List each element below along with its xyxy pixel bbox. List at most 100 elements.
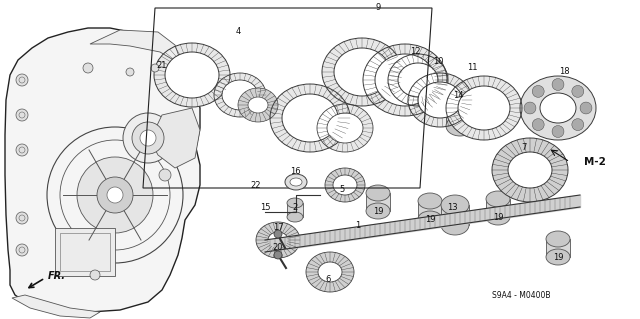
Text: 6: 6 [325,276,331,285]
Circle shape [77,157,153,233]
Text: 4: 4 [236,27,241,36]
Circle shape [572,119,584,130]
Text: 9: 9 [376,4,381,12]
Ellipse shape [287,198,303,208]
Ellipse shape [325,168,365,202]
Ellipse shape [290,178,302,186]
Circle shape [524,102,536,114]
Polygon shape [441,205,469,225]
Circle shape [532,85,544,97]
Ellipse shape [327,113,363,143]
Polygon shape [287,203,303,217]
Ellipse shape [282,94,338,142]
Text: 22: 22 [251,181,261,189]
Ellipse shape [318,262,342,282]
Ellipse shape [317,104,373,152]
Circle shape [107,187,123,203]
Text: 15: 15 [260,204,270,212]
Ellipse shape [306,252,354,292]
Ellipse shape [333,175,357,195]
Polygon shape [366,193,390,211]
Ellipse shape [366,203,390,219]
Text: S9A4 - M0400B: S9A4 - M0400B [492,291,550,300]
Ellipse shape [486,191,510,207]
Circle shape [532,119,544,130]
Circle shape [16,109,28,121]
Ellipse shape [492,138,568,202]
Ellipse shape [322,38,402,106]
Circle shape [552,126,564,137]
Circle shape [274,230,282,238]
Circle shape [132,122,164,154]
Text: 19: 19 [493,213,503,222]
Circle shape [90,270,100,280]
Text: M-2: M-2 [584,157,606,167]
Ellipse shape [446,76,522,140]
Ellipse shape [520,76,596,140]
Text: 19: 19 [553,254,563,263]
Polygon shape [446,104,474,126]
Text: 14: 14 [452,91,463,100]
Bar [60,233,110,271]
Text: FR.: FR. [48,271,66,281]
Ellipse shape [446,94,474,114]
Ellipse shape [418,211,442,227]
Circle shape [97,177,133,213]
Ellipse shape [334,48,390,96]
Ellipse shape [540,93,576,123]
Ellipse shape [268,232,288,248]
Ellipse shape [238,88,278,122]
Circle shape [140,130,156,146]
Circle shape [552,78,564,91]
Ellipse shape [287,212,303,222]
Circle shape [83,63,93,73]
Circle shape [16,144,28,156]
Ellipse shape [508,152,552,188]
Circle shape [159,169,171,181]
Ellipse shape [486,209,510,225]
Ellipse shape [154,43,230,107]
Ellipse shape [256,222,300,258]
Ellipse shape [546,231,570,247]
Text: 11: 11 [467,63,477,72]
Ellipse shape [441,195,469,215]
Text: 19: 19 [372,207,383,217]
Text: 17: 17 [273,224,284,233]
Ellipse shape [366,185,390,201]
Text: 16: 16 [290,167,300,176]
Ellipse shape [375,54,435,106]
Circle shape [151,64,159,72]
Circle shape [16,244,28,256]
Ellipse shape [388,54,448,106]
Ellipse shape [270,84,350,152]
Ellipse shape [446,116,474,136]
Ellipse shape [398,63,438,97]
Polygon shape [12,295,100,318]
Ellipse shape [418,82,462,118]
Text: 7: 7 [522,144,527,152]
Circle shape [126,68,134,76]
Polygon shape [486,199,510,217]
Ellipse shape [248,97,268,113]
Ellipse shape [441,215,469,235]
Circle shape [16,212,28,224]
Ellipse shape [165,52,219,98]
Polygon shape [90,30,182,65]
Polygon shape [150,108,200,168]
Ellipse shape [222,80,258,110]
Ellipse shape [546,249,570,265]
Text: 1: 1 [355,220,360,229]
Text: 21: 21 [157,61,167,70]
Circle shape [274,251,282,259]
Polygon shape [418,201,442,219]
Text: 5: 5 [339,186,344,195]
Circle shape [123,113,173,163]
Text: 18: 18 [559,68,570,77]
Text: 19: 19 [425,216,435,225]
Text: 13: 13 [447,204,458,212]
Text: 10: 10 [433,57,444,66]
Ellipse shape [285,174,307,190]
Ellipse shape [214,73,266,117]
Text: 20: 20 [273,243,284,253]
Circle shape [572,85,584,97]
